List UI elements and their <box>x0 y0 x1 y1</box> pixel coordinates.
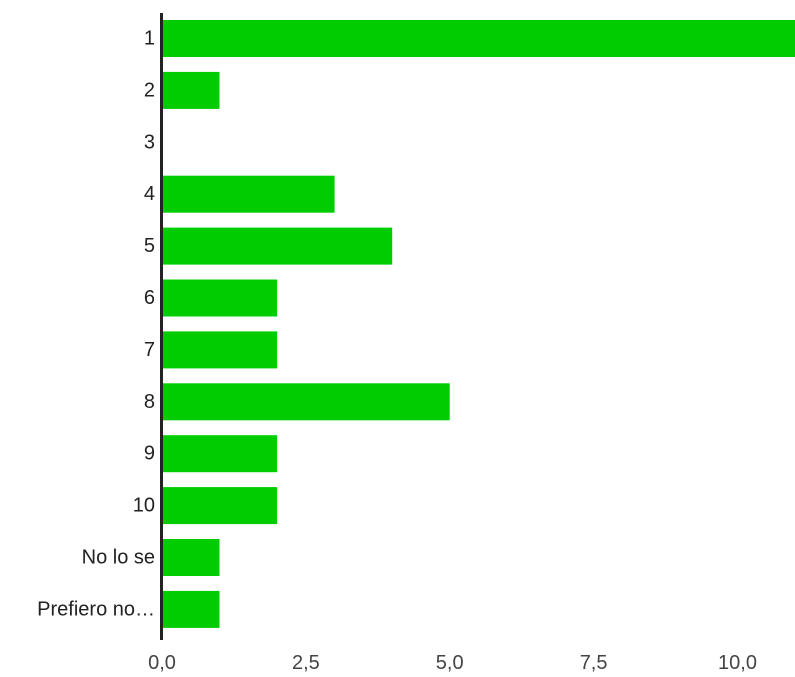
category-label-1: 1 <box>144 28 155 50</box>
category-label-5: 5 <box>144 235 155 257</box>
x-tick-label-2: 2,5 <box>292 652 320 674</box>
category-label-3: 3 <box>144 131 155 153</box>
bar-10 <box>162 487 278 525</box>
bar-5 <box>162 227 393 265</box>
category-label-9: 9 <box>144 443 155 465</box>
category-label-4: 4 <box>144 183 155 205</box>
category-label-6: 6 <box>144 287 155 309</box>
x-tick-label-5: 10,0 <box>718 652 757 674</box>
x-tick-labels-group: 0,0 2,5 5,0 7,5 10,0 <box>148 652 757 674</box>
bars-group <box>162 20 795 628</box>
category-labels-group: 1 2 3 4 5 6 7 8 9 10 No lo se Prefiero no… <box>37 28 155 621</box>
category-label-7: 7 <box>144 339 155 361</box>
bar-8 <box>162 383 450 421</box>
x-tick-label-3: 5,0 <box>436 652 464 674</box>
bar-9 <box>162 435 278 473</box>
category-label-12: Prefiero no… <box>37 598 155 620</box>
x-tick-label-4: 7,5 <box>580 652 608 674</box>
bar-7 <box>162 331 278 369</box>
x-tick-label-1: 0,0 <box>148 652 176 674</box>
bar-2 <box>162 71 220 109</box>
category-label-11: No lo se <box>82 547 155 569</box>
category-label-2: 2 <box>144 79 155 101</box>
bar-11 <box>162 539 220 576</box>
bar-4 <box>162 175 335 213</box>
bar-12 <box>162 590 220 628</box>
category-label-8: 8 <box>144 391 155 413</box>
category-label-10: 10 <box>133 495 155 517</box>
bar-6 <box>162 279 278 317</box>
bar-1 <box>162 20 795 57</box>
